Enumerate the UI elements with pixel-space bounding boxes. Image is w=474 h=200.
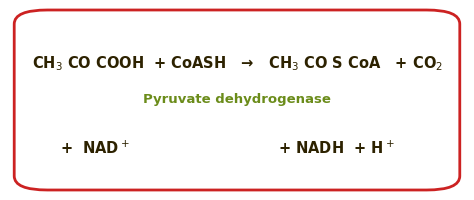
Text: +  NAD$^+$: + NAD$^+$: [60, 139, 130, 157]
Text: CH$_3$ CO COOH  + CoASH   →   CH$_3$ CO S CoA   + CO$_2$: CH$_3$ CO COOH + CoASH → CH$_3$ CO S CoA…: [31, 55, 443, 73]
Text: Pyruvate dehydrogenase: Pyruvate dehydrogenase: [143, 94, 331, 106]
Text: + NADH  + H$^+$: + NADH + H$^+$: [278, 139, 395, 157]
FancyBboxPatch shape: [14, 10, 460, 190]
